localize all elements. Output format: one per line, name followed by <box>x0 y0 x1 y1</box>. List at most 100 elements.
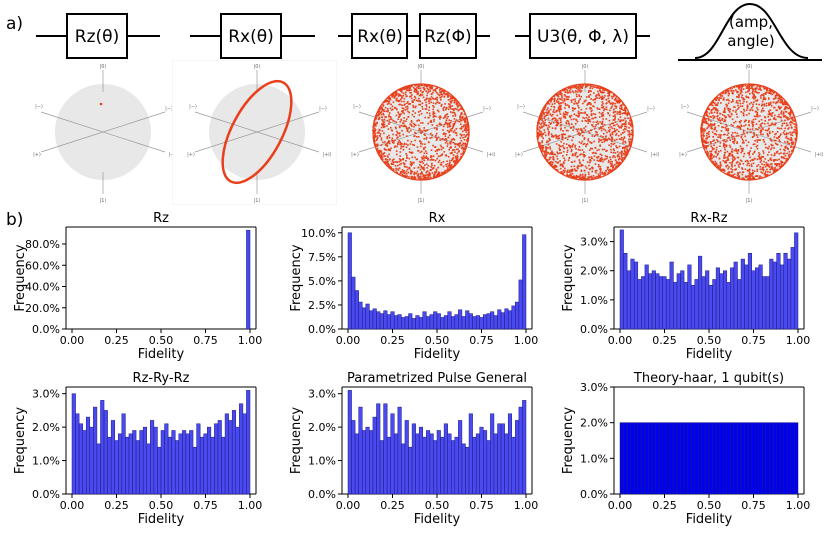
bloch-sample <box>757 164 760 166</box>
bloch-sample <box>736 141 739 143</box>
bloch-sample <box>398 160 401 163</box>
bloch-sample <box>784 147 787 149</box>
bloch-sample <box>574 169 577 172</box>
bloch-sample <box>741 173 744 176</box>
bloch-sample <box>710 102 713 104</box>
bloch-sample <box>540 112 543 115</box>
bloch-sample <box>596 159 599 162</box>
bloch-sample <box>388 98 391 101</box>
bloch-sample <box>719 165 722 168</box>
bloch-sample <box>454 99 457 102</box>
bloch-sample <box>743 142 745 144</box>
bloch-sample <box>388 123 390 125</box>
bloch-sample <box>606 131 608 134</box>
bloch-sample <box>568 91 570 94</box>
bloch-sample <box>433 164 436 167</box>
bloch-sample <box>436 127 438 130</box>
bloch-sample <box>568 115 571 117</box>
panel-label-a: a) <box>6 14 24 34</box>
bloch-sample <box>710 109 713 112</box>
bloch-sample <box>607 89 609 92</box>
bloch-sample <box>552 158 554 160</box>
bloch-sample <box>410 175 413 178</box>
bloch-sample <box>731 87 733 90</box>
bloch-sample <box>442 107 444 110</box>
bloch-sample <box>607 159 610 162</box>
bloch-sample <box>615 162 618 165</box>
bloch-sample <box>721 117 724 120</box>
bloch-sample <box>723 107 726 110</box>
bloch-sample <box>421 108 424 110</box>
bloch-sample <box>702 119 705 121</box>
bloch-sample <box>414 131 416 134</box>
bloch-sample <box>780 160 782 163</box>
bloch-sample <box>570 169 573 171</box>
bloch-sample <box>703 135 705 137</box>
bloch-sample <box>591 109 593 112</box>
bloch-sample <box>579 154 581 156</box>
bloch-sample <box>400 145 403 147</box>
bloch-sample <box>425 177 427 180</box>
bloch-sample <box>408 126 410 129</box>
bloch-sample <box>768 131 771 133</box>
bloch-sample <box>607 95 609 97</box>
bloch-sample <box>407 89 410 92</box>
x-axis-label: Fidelity <box>414 512 461 527</box>
bloch-label-lower-left: |+⟩ <box>679 152 687 158</box>
bloch-sample <box>392 133 394 136</box>
bloch-sample <box>417 149 420 152</box>
bloch-sample <box>789 124 792 126</box>
bar <box>507 310 513 330</box>
bloch-sample <box>748 151 751 154</box>
bloch-sample <box>601 127 603 130</box>
bloch-sample <box>390 166 392 169</box>
bloch-sample <box>400 95 403 97</box>
bloch-sample <box>541 117 543 120</box>
bloch-sample <box>567 159 570 162</box>
bloch-sample <box>719 167 721 169</box>
bar <box>630 422 635 495</box>
bloch-sample <box>734 131 736 134</box>
bloch-sample <box>588 168 591 171</box>
bloch-sample <box>724 126 727 129</box>
bloch-sample <box>723 168 725 171</box>
bloch-sample <box>789 107 791 109</box>
bloch-sample <box>747 160 749 163</box>
bloch-sample <box>583 137 586 139</box>
bloch-sample <box>593 135 596 138</box>
bloch-sample <box>775 118 777 121</box>
bloch-sample <box>727 159 730 161</box>
bloch-sample <box>614 110 617 113</box>
bloch-sample <box>421 172 423 175</box>
bloch-sample <box>445 165 448 168</box>
bar <box>769 422 774 495</box>
bloch-sample <box>611 160 614 163</box>
bloch-sample <box>392 158 395 161</box>
bloch-sample <box>743 120 746 123</box>
bloch-sample <box>410 95 412 98</box>
bloch-sample <box>465 129 468 132</box>
bloch-sample <box>444 171 447 174</box>
y-tick-label: 2.0% <box>580 417 608 430</box>
bloch-sample <box>597 173 600 175</box>
bloch-sample <box>628 144 631 147</box>
bloch-sample <box>581 173 584 176</box>
bloch-sample <box>572 129 575 132</box>
bloch-sample <box>620 136 623 139</box>
bloch-sample <box>753 88 756 90</box>
bloch-sample <box>465 131 467 133</box>
bloch-sample <box>397 111 399 114</box>
bloch-sample <box>740 86 743 89</box>
bloch-sample <box>554 119 557 122</box>
bloch-sample <box>590 103 592 106</box>
bloch-sample <box>425 98 428 101</box>
bloch-sample <box>413 123 416 126</box>
bloch-sample <box>573 175 575 178</box>
bloch-sample <box>731 158 734 160</box>
bloch-sample <box>555 124 558 127</box>
bar <box>214 423 219 495</box>
bloch-sample <box>566 138 569 141</box>
bloch-sample <box>398 99 401 102</box>
bloch-sample <box>725 99 728 101</box>
bloch-sample <box>543 108 546 111</box>
